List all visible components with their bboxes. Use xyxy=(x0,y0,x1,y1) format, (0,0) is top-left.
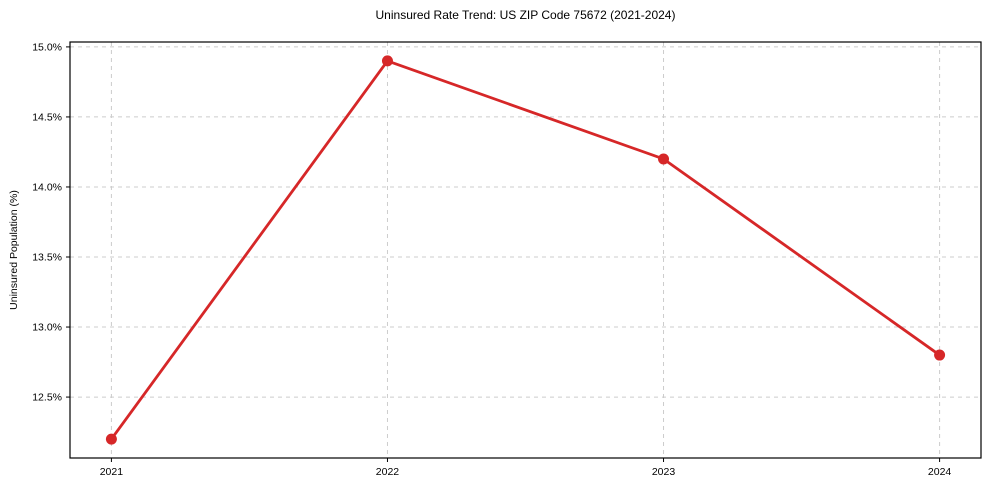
chart-title: Uninsured Rate Trend: US ZIP Code 75672 … xyxy=(375,8,676,22)
x-tick-label: 2024 xyxy=(928,466,952,478)
x-tick-label: 2023 xyxy=(652,466,676,478)
data-point-2021 xyxy=(105,433,117,445)
data-point-2022 xyxy=(381,55,393,67)
trend-line xyxy=(110,59,941,441)
x-tick-label: 2022 xyxy=(376,466,400,478)
data-point-2023 xyxy=(658,153,670,165)
y-tick-label: 14.5% xyxy=(32,111,62,123)
y-tick-label: 13.0% xyxy=(32,322,62,334)
y-tick-label: 14.0% xyxy=(32,181,62,193)
data-point-2024 xyxy=(934,349,946,361)
y-tick-label: 15.0% xyxy=(32,41,62,53)
x-tick-label: 2021 xyxy=(100,466,124,478)
plot-border xyxy=(69,41,982,459)
y-tick-label: 13.5% xyxy=(32,252,62,264)
y-tick-label: 12.5% xyxy=(32,392,62,404)
